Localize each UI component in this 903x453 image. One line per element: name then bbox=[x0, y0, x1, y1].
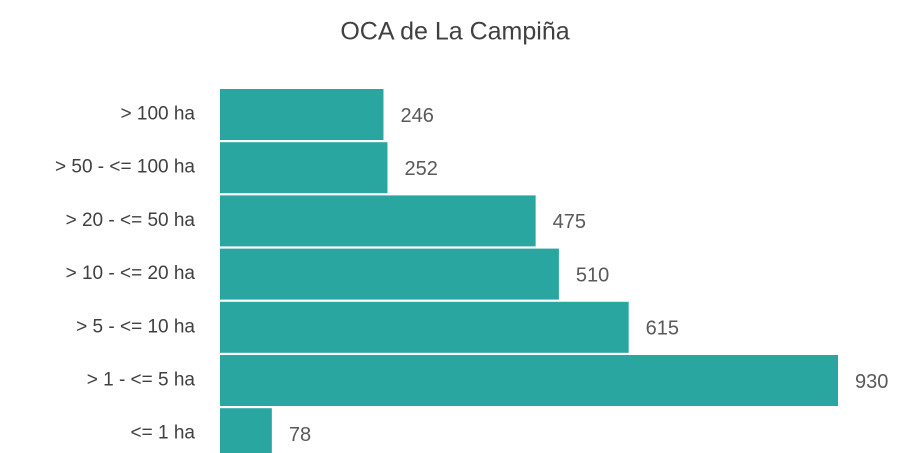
value-label: 930 bbox=[855, 371, 888, 393]
y-tick-label: > 5 - <= 10 ha bbox=[76, 316, 195, 337]
value-label: 475 bbox=[553, 211, 586, 233]
y-tick-label: <= 1 ha bbox=[131, 423, 196, 444]
value-label: 78 bbox=[289, 424, 311, 446]
bar bbox=[220, 355, 838, 406]
y-tick-label: > 10 - <= 20 ha bbox=[66, 263, 196, 284]
value-label: 252 bbox=[404, 158, 437, 180]
value-label: 510 bbox=[576, 264, 609, 286]
y-tick-label: > 1 - <= 5 ha bbox=[87, 370, 196, 391]
y-tick-label: > 20 - <= 50 ha bbox=[66, 210, 196, 231]
value-label: 615 bbox=[646, 318, 679, 340]
bar bbox=[220, 142, 388, 194]
bar bbox=[220, 195, 536, 247]
bar bbox=[220, 89, 384, 140]
chart-title: OCA de La Campiña bbox=[340, 18, 569, 46]
y-tick-label: > 50 - <= 100 ha bbox=[55, 157, 195, 178]
value-label: 246 bbox=[400, 105, 433, 127]
bar bbox=[220, 248, 559, 300]
bar bbox=[220, 301, 629, 353]
bar bbox=[220, 408, 272, 453]
y-tick-label: > 100 ha bbox=[121, 104, 196, 125]
